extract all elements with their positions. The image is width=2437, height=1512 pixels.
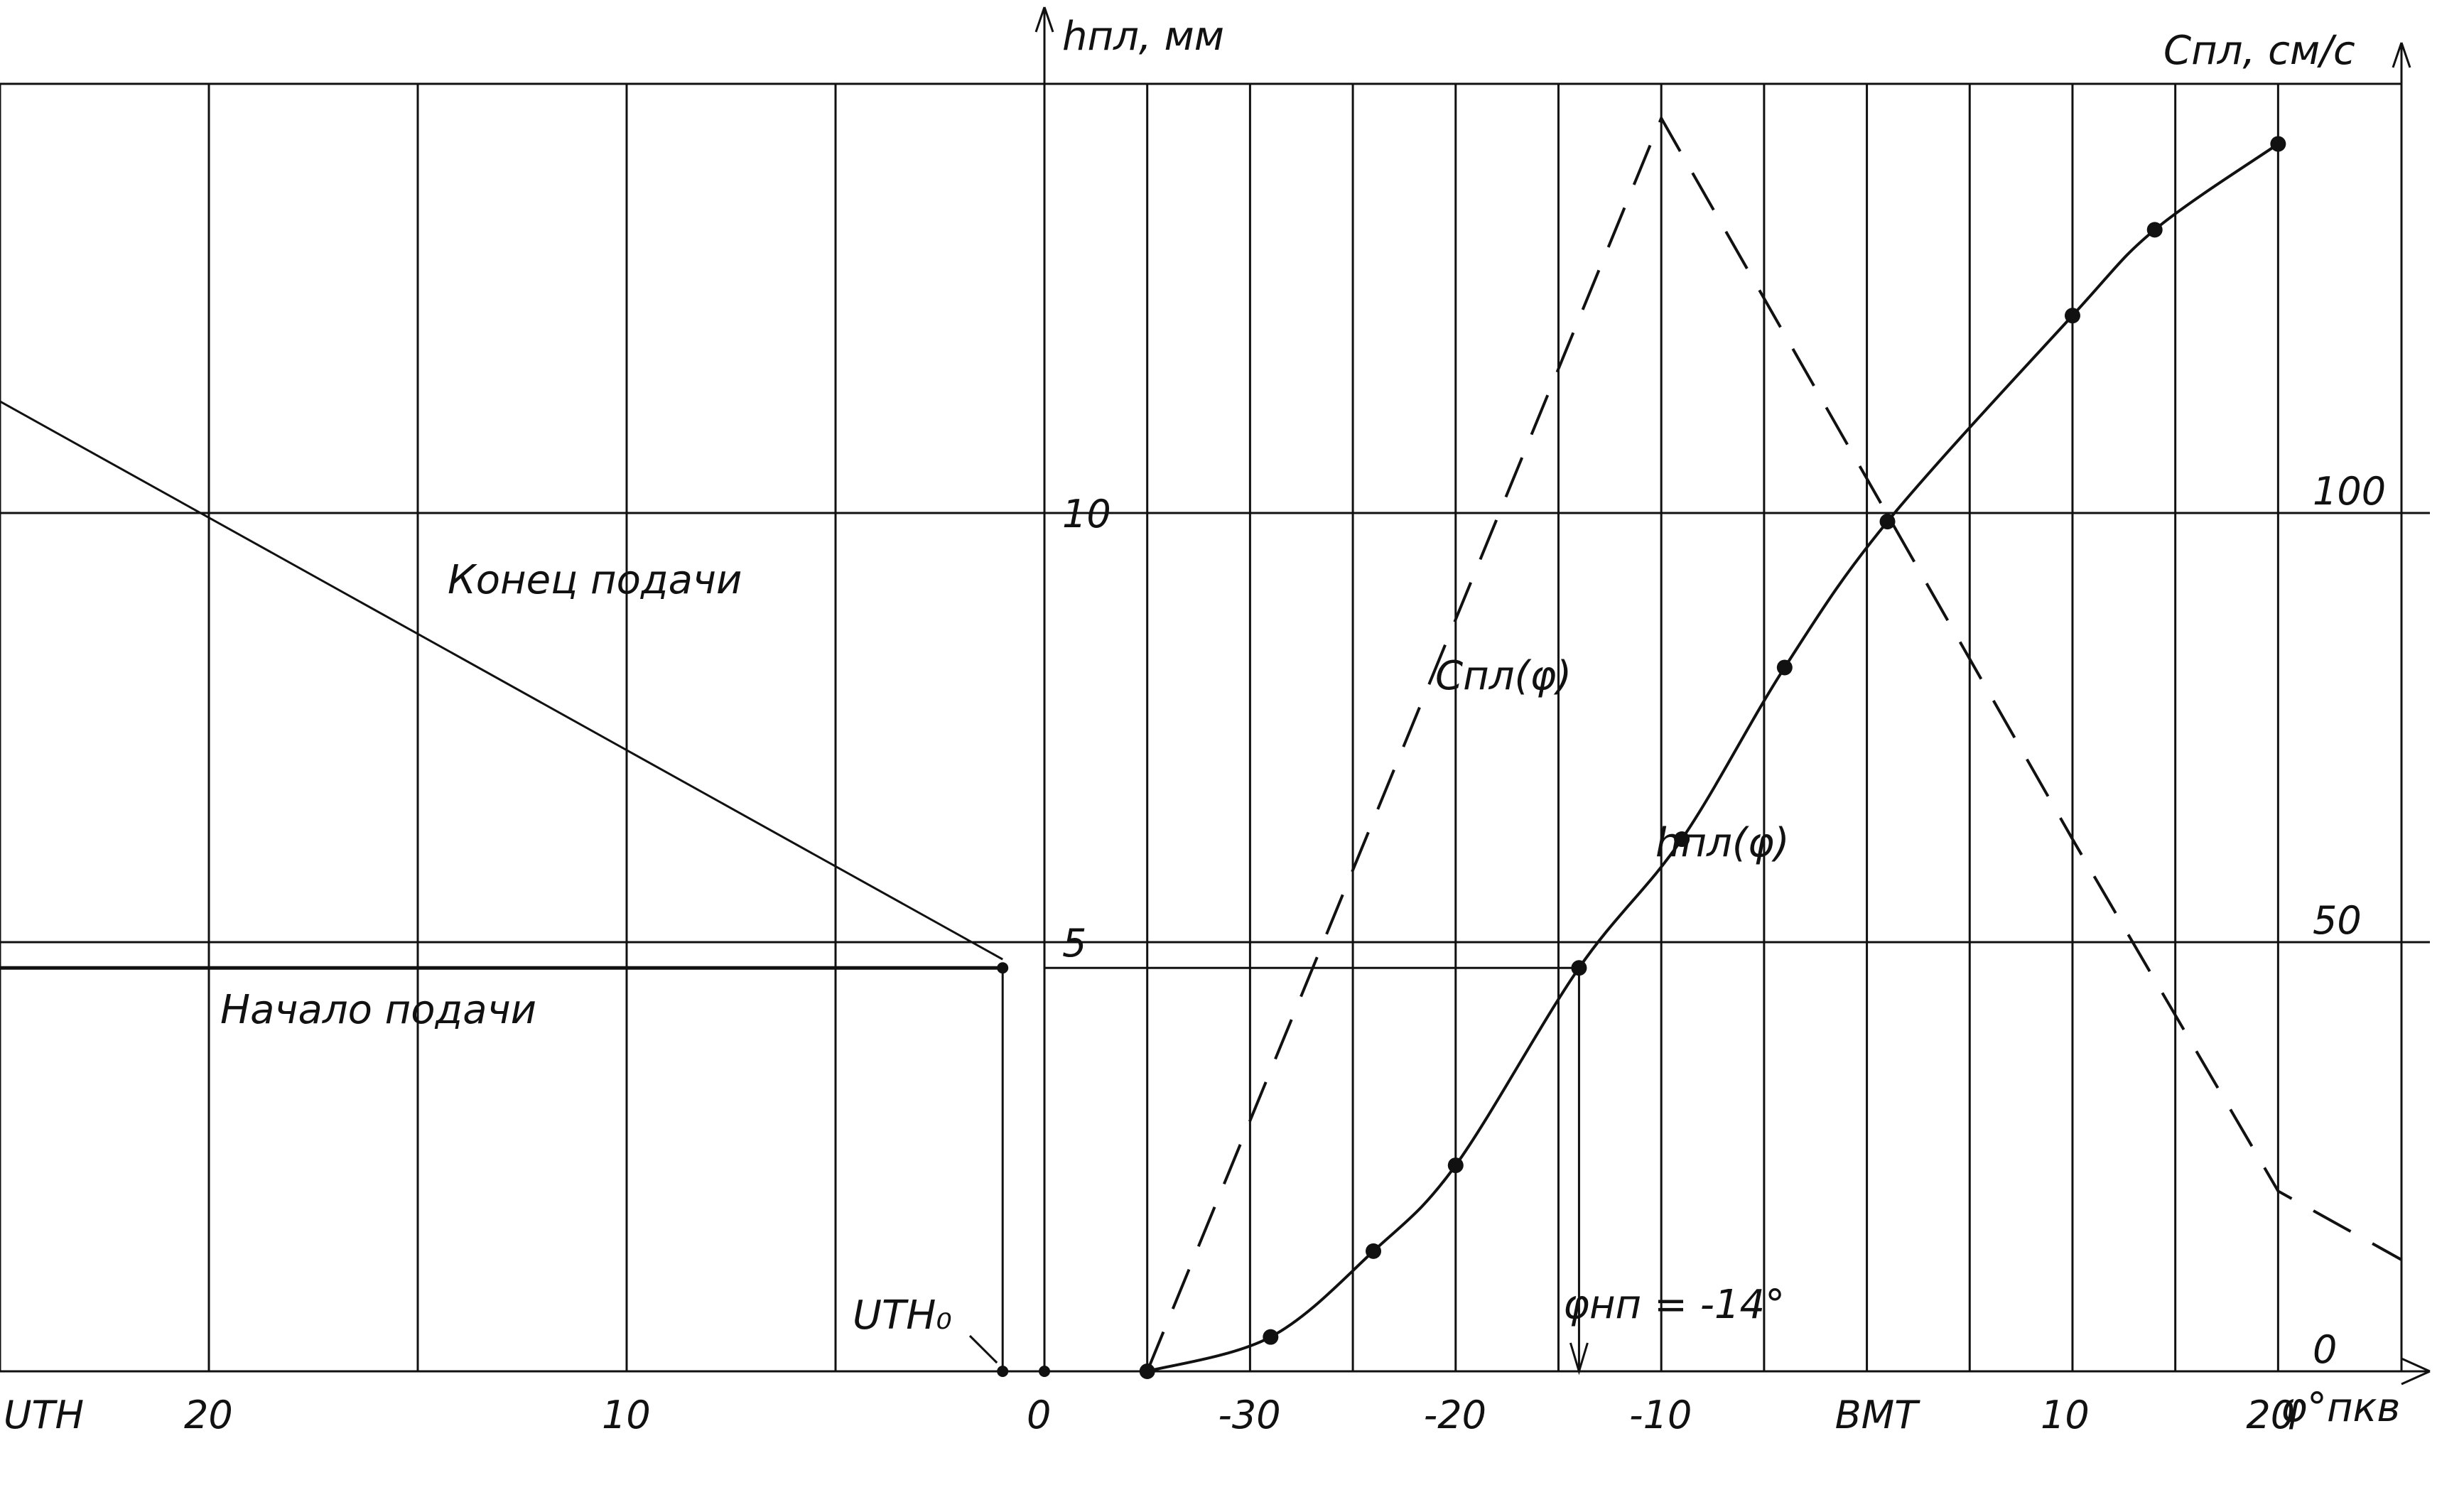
x-axis-arrow [2401, 1357, 2431, 1373]
h-curve-line [1147, 142, 2279, 1373]
origin-point [1039, 1366, 1050, 1377]
y-left-axis-label: hпл, мм [1062, 14, 1224, 60]
x-tick-label: -30 [1218, 1393, 1280, 1437]
x-tick-label: BMT [1835, 1393, 1921, 1437]
y-left-tick-label: 10 [1062, 492, 1111, 536]
chart-labels: hпл, мм Спл, см/с φ°пкв Конец подачи Нач… [4, 14, 2400, 1437]
uth0-point [997, 962, 1009, 974]
x-tick-label: 20 [2246, 1393, 2295, 1437]
y-axis-arrow [1043, 6, 1054, 33]
left-x-tick-label: UTH [4, 1393, 84, 1437]
x-tick-label: 10 [2041, 1393, 2090, 1437]
left-x-tick-label: 20 [184, 1393, 233, 1437]
chart-series [0, 114, 2402, 1379]
phi-arrow [1569, 1342, 1589, 1376]
h-curve-point [1366, 1243, 1382, 1259]
end-line-label: Конец подачи [448, 557, 742, 603]
phi-label: φнп = -14° [1563, 1282, 1785, 1328]
y-axis-arrow [1034, 6, 1046, 33]
y-right-tick-label: 100 [2313, 469, 2386, 514]
h-curve-point [1447, 1157, 1464, 1174]
h-curve-point [2064, 308, 2080, 324]
y-left-tick-label: 5 [1062, 921, 1086, 966]
h-curve-point [1263, 1329, 1279, 1345]
y-right-axis-arrow [2392, 42, 2403, 68]
uth0-base-point [997, 1366, 1009, 1377]
h-curve-point [1674, 831, 1690, 848]
x-tick-label: -20 [1424, 1393, 1486, 1437]
end-of-supply-line [0, 400, 1003, 961]
y-right-tick-label: 0 [2313, 1327, 2337, 1372]
left-zero-label: 0 [1027, 1393, 1051, 1437]
h-curve-point [1879, 514, 1896, 530]
c-curve-label: Спл(φ) [1435, 653, 1572, 699]
h-curve-label: hпл(φ) [1655, 820, 1790, 866]
y-right-axis-arrow [2400, 42, 2411, 68]
chart-axes [0, 6, 2431, 1386]
c-curve-line [1145, 114, 2402, 1372]
h-curve-point [2270, 136, 2286, 152]
y-right-axis-label: Спл, см/с [2163, 28, 2355, 74]
uth0-pointer [968, 1334, 998, 1364]
uth0-label: UTH₀ [853, 1292, 952, 1339]
h-curve-point [1776, 659, 1793, 676]
x-axis-arrow [2401, 1370, 2431, 1386]
h-curve-point [2146, 222, 2163, 238]
start-line-label: Начало подачи [220, 987, 536, 1033]
x-tick-label: -10 [1629, 1393, 1692, 1437]
grid-lines [0, 43, 2430, 1371]
left-x-tick-label: 10 [602, 1393, 651, 1437]
x-axis-label: φ°пкв [2281, 1385, 2400, 1431]
y-right-tick-label: 50 [2313, 898, 2362, 943]
